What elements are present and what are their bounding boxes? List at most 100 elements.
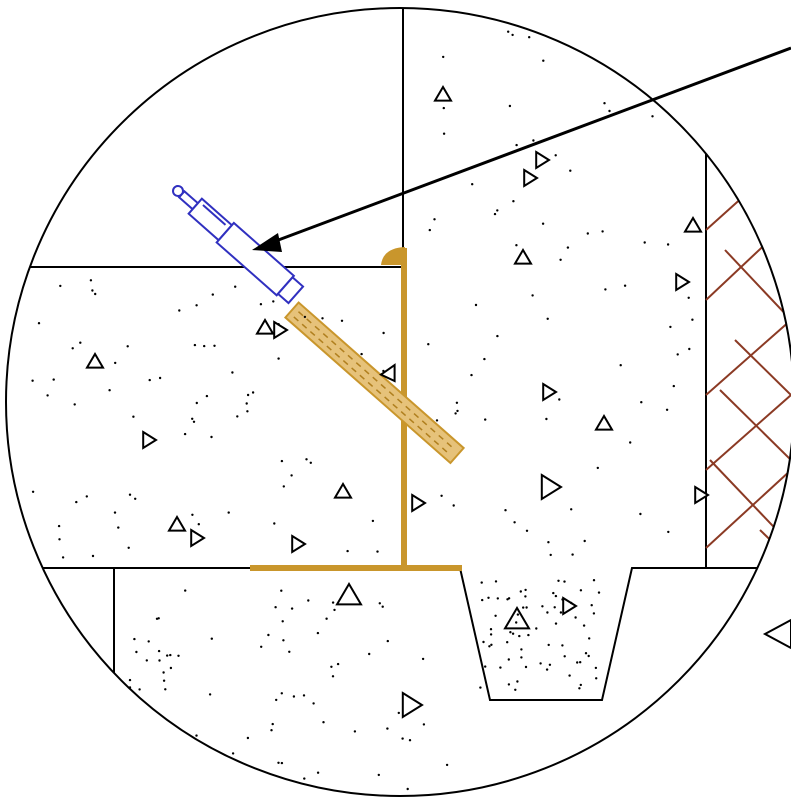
aggregate-dot — [511, 632, 515, 635]
aggregate-dot — [435, 419, 439, 422]
aggregate-dot — [586, 232, 589, 235]
aggregate-dot — [162, 671, 165, 674]
aggregate-dot — [378, 602, 381, 605]
aggregate-dot — [651, 115, 654, 118]
aggregate-dot — [601, 230, 604, 233]
aggregate-dot — [260, 645, 263, 648]
aggregate-dot — [134, 497, 137, 500]
aggregate-dot — [427, 343, 430, 346]
aggregate-dot — [114, 361, 117, 365]
aggregate-dot — [52, 378, 55, 381]
aggregate-dot — [494, 614, 497, 617]
keyway — [459, 567, 791, 701]
aggregate-dot — [288, 650, 291, 653]
aggregate-triangle-icon — [535, 150, 551, 170]
aggregate-dot — [470, 373, 473, 377]
aggregate-dot — [331, 601, 335, 604]
aggregate-dot — [558, 398, 561, 401]
aggregate-dot — [518, 634, 521, 638]
aggregate-dot — [164, 688, 167, 691]
aggregate-dot — [483, 357, 486, 361]
aggregate-dot — [535, 627, 538, 630]
aggregate-triangle-icon — [513, 248, 533, 265]
aggregate-dot — [128, 493, 132, 496]
aggregate-dot — [559, 611, 563, 614]
aggregate-dot — [433, 218, 436, 221]
aggregate-dot — [274, 606, 277, 609]
aggregate-dot — [482, 640, 485, 644]
aggregate-dot — [583, 539, 586, 543]
aggregate-dot — [305, 458, 308, 461]
aggregate-dot — [360, 352, 363, 356]
aggregate-dot — [275, 698, 278, 702]
arrowhead-icon — [252, 233, 282, 252]
aggregate-triangle-icon — [694, 485, 710, 505]
aggregate-dot — [442, 55, 445, 59]
callout-arrow — [252, 46, 791, 252]
aggregate-dot — [184, 589, 187, 592]
aggregate-dot — [576, 661, 579, 664]
aggregate-dot — [128, 678, 132, 682]
aggregate-dot — [89, 279, 93, 282]
aggregate-dot — [519, 590, 522, 593]
aggregate-triangle-icon — [523, 168, 539, 188]
aggregate-dot — [541, 605, 544, 608]
aggregate-dot — [688, 347, 691, 351]
aggregate-dot — [507, 658, 510, 661]
aggregate-dot — [603, 102, 606, 105]
aggregate-dot — [31, 379, 34, 382]
aggregate-dot — [484, 418, 487, 421]
aggregate-dot — [452, 504, 455, 507]
aggregate-dot — [192, 420, 196, 423]
aggregate-dot — [197, 523, 200, 526]
aggregate-triangle-icon — [291, 534, 307, 554]
aggregate-dot — [509, 631, 512, 634]
aggregate-dot — [667, 530, 670, 534]
aggregate-dot — [277, 357, 280, 360]
aggregate-dot — [579, 589, 583, 592]
aggregate-dot — [672, 384, 675, 388]
aggregate-dot — [442, 132, 446, 135]
aggregate-dot — [440, 494, 443, 497]
aggregate-dot — [520, 648, 523, 651]
aggregate-dot — [158, 659, 161, 662]
aggregate-triangle-icon — [167, 515, 187, 532]
aggregate-dot — [290, 607, 294, 610]
aggregate-dot — [471, 183, 474, 186]
aggregate-dot — [381, 605, 384, 608]
aggregate-dot — [596, 466, 599, 470]
aggregate-dot — [506, 641, 509, 644]
aggregate-triangle-icon — [503, 606, 531, 630]
aggregate-triangle-icon — [542, 382, 558, 402]
aggregate-dot — [513, 521, 516, 524]
aggregate-dot — [227, 511, 230, 514]
aggregate-dot — [493, 212, 497, 216]
aggregate-dot — [539, 662, 542, 665]
aggregate-dot — [547, 643, 550, 647]
aggregate-dot — [401, 737, 404, 740]
aggregate-dot — [569, 169, 572, 172]
aggregate-dot — [490, 643, 493, 646]
aggregate-dot — [292, 695, 296, 698]
aggregate-dot — [507, 30, 510, 33]
aggregate-dot — [669, 325, 672, 329]
aggregate-dot — [570, 508, 573, 511]
aggregate-dot — [507, 597, 511, 600]
aggregate-dot — [623, 284, 627, 287]
aggregate-dot — [528, 36, 531, 39]
aggregate-dot — [547, 541, 550, 544]
aggregate-triangle-icon — [273, 320, 289, 340]
aggregate-triangle-icon — [335, 582, 363, 606]
aggregate-dot — [643, 241, 646, 244]
aggregate-dot — [166, 654, 169, 657]
aggregate-dot — [578, 687, 581, 690]
aggregate-dot — [592, 612, 596, 615]
aggregate-dot — [557, 579, 560, 582]
aggregate-dot — [210, 637, 213, 640]
aggregate-dot — [524, 595, 527, 598]
aggregate-dot — [251, 391, 255, 394]
aggregate-dot — [336, 662, 340, 666]
aggregate-dot — [71, 347, 74, 350]
aggregate-dot — [511, 33, 514, 37]
